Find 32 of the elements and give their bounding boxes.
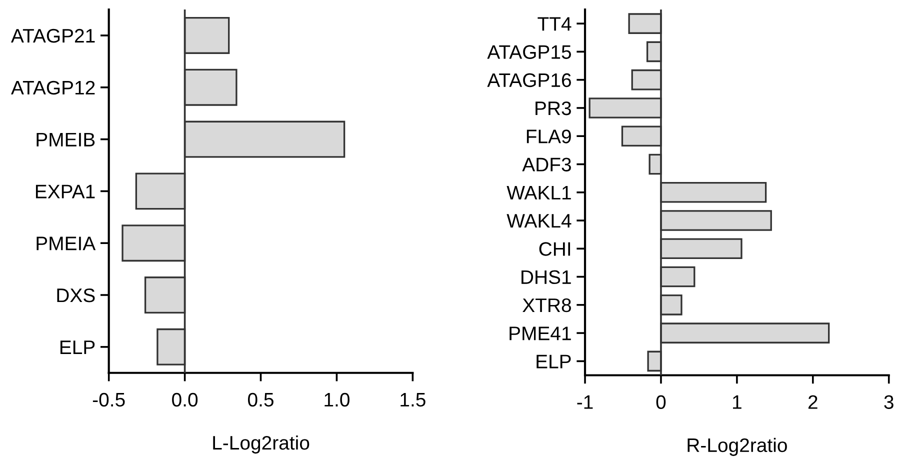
y-tick-label: ATAGP21 (11, 28, 95, 43)
y-tick-label: DHS1 (522, 270, 571, 284)
x-tick-label: -0.5 (92, 392, 125, 407)
y-tick-label: PME41 (510, 326, 571, 340)
y-tick-label: WAKL1 (506, 186, 571, 200)
x-tick-label: 2 (808, 395, 818, 409)
x-tick-label: 1.0 (324, 392, 350, 407)
y-tick-label: FLA9 (526, 130, 571, 144)
x-tick-label: 1.5 (400, 393, 426, 407)
y-tick-label: CHI (539, 242, 570, 256)
y-tick-label: XTR8 (522, 298, 571, 312)
x-axis-title: L-Log2ratio (213, 435, 310, 454)
y-tick-label: ATAGP15 (487, 45, 572, 59)
y-tick-label: PMEIB (36, 132, 95, 146)
x-tick-label: 0 (656, 395, 666, 409)
y-tick-label: ELP (536, 354, 571, 368)
x-tick-label: -1 (577, 395, 593, 409)
y-tick-label: PR3 (536, 101, 571, 116)
x-tick-label: 0.0 (172, 392, 198, 407)
y-tick-label: EXPA1 (36, 184, 95, 198)
y-tick-label: ADF3 (522, 158, 571, 172)
x-tick-label: 3 (884, 395, 894, 409)
x-axis-title: R-Log2ratio (688, 438, 787, 456)
y-tick-label: WAKL4 (506, 214, 572, 228)
y-tick-label: ELP (60, 340, 95, 354)
x-tick-label: 1 (733, 395, 742, 409)
y-tick-label: DXS (57, 288, 95, 302)
y-tick-label: ATAGP12 (11, 80, 95, 95)
y-tick-label: TT4 (538, 17, 572, 31)
y-tick-label: PMEIA (36, 236, 96, 250)
y-tick-label: ATAGP16 (487, 73, 571, 88)
x-tick-label: 0.5 (248, 392, 274, 407)
